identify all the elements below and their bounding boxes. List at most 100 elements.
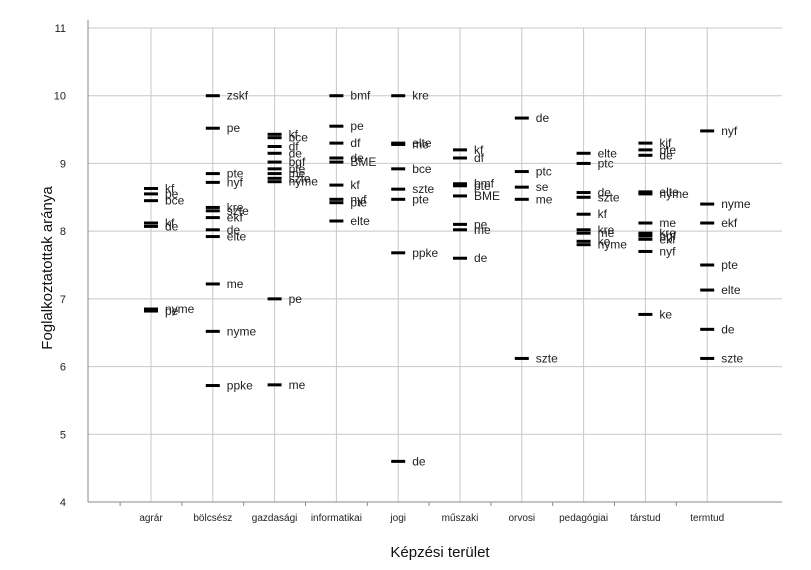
gridlines (88, 27, 782, 502)
data-point-label: kf (165, 181, 175, 195)
data-point-label: pte (412, 192, 429, 206)
data-point-label: zskf (227, 89, 249, 103)
data-point-label: elte (227, 230, 247, 244)
data-point-label: nyf (721, 124, 738, 138)
data-point-label: de (412, 454, 426, 468)
data-point-label: elte (412, 136, 432, 150)
data-point-label: me (536, 192, 553, 206)
axes (87, 20, 782, 506)
data-point-label: ppke (412, 246, 438, 260)
data-point-label: se (536, 180, 549, 194)
y-tick-label: 11 (55, 23, 66, 35)
x-category-label: orvosi (508, 513, 535, 524)
data-point-label: kf (165, 216, 175, 230)
data-point-label: bmf (474, 177, 495, 191)
y-tick-label: 8 (60, 226, 66, 238)
data-point-label: nyme (659, 187, 689, 201)
y-tick-label: 5 (60, 429, 66, 441)
data-point-label: elte (350, 214, 370, 228)
x-category-label: bölcsész (193, 513, 232, 524)
data-points: kfpebcekfdenymepezskfpeptenyfkreszteekfd… (144, 89, 751, 468)
y-tick-label: 10 (54, 91, 66, 103)
data-point-label: szte (721, 351, 743, 365)
data-point-label: de (536, 111, 550, 125)
x-category-label: agrár (139, 513, 163, 524)
data-point-label: szte (598, 190, 620, 204)
data-point-label: pte (659, 143, 676, 157)
data-point-label: elte (721, 283, 741, 297)
x-category-label: jogi (389, 513, 406, 524)
x-category-label: társtud (630, 513, 661, 524)
data-point-label: pe (350, 119, 364, 133)
data-point-label: de (659, 148, 673, 162)
data-point-label: szte (227, 204, 249, 218)
data-point-label: bgf (659, 229, 676, 243)
data-point-label: bce (412, 162, 432, 176)
data-point-label: me (227, 277, 244, 291)
data-point-label: ptc (598, 156, 614, 170)
data-point-label: nyme (598, 238, 628, 252)
data-point-label: ekf (227, 211, 244, 225)
data-point-label: bgf (289, 155, 306, 169)
data-point-label: pe (227, 121, 241, 135)
y-axis-title: Foglalkoztatottak aránya (39, 186, 56, 350)
data-point-label: pe (289, 292, 303, 306)
data-point-label: nyme (227, 324, 257, 338)
x-category-label: termtud (690, 513, 724, 524)
data-point-label: szte (412, 182, 434, 196)
data-point-label: bce (289, 131, 309, 145)
data-point-label: me (289, 378, 306, 392)
data-point-label: bce (165, 194, 185, 208)
data-point-label: kre (598, 223, 615, 237)
data-point-label: me (412, 137, 429, 151)
data-point-label: me (289, 167, 306, 181)
x-category-label: informatikai (311, 513, 362, 524)
x-category-label: műszaki (442, 513, 479, 524)
data-point-label: ptc (536, 165, 552, 179)
data-point-label: df (474, 151, 485, 165)
data-point-label: nyf (659, 244, 676, 258)
y-tick-label: 9 (60, 158, 66, 170)
data-point-label: de (165, 219, 179, 233)
y-tick-label: 6 (60, 362, 66, 374)
data-point-label: me (659, 216, 676, 230)
data-point-label: pte (289, 162, 306, 176)
data-point-label: elte (598, 146, 618, 160)
data-point-label: me (474, 223, 491, 237)
data-point-label: pe (165, 187, 179, 201)
data-point-label: kf (289, 127, 299, 141)
y-tick-label: 4 (60, 497, 66, 509)
data-point-label: kf (474, 143, 484, 157)
data-point-label: df (289, 140, 300, 154)
data-point-label: szte (289, 171, 311, 185)
data-point-label: de (598, 186, 612, 200)
y-tick-label: 7 (60, 294, 66, 306)
x-axis-title: Képzési terület (390, 544, 490, 561)
data-point-label: kjf (659, 136, 672, 150)
data-point-label: nyme (165, 302, 195, 316)
data-point-label: kf (598, 207, 608, 221)
data-point-label: BME (474, 189, 500, 203)
data-point-label: pe (474, 217, 488, 231)
data-point-label: de (289, 146, 303, 160)
data-point-label: pe (165, 304, 179, 318)
data-point-label: ke (598, 234, 611, 248)
data-point-label: pte (721, 258, 738, 272)
data-point-label: de (350, 151, 364, 165)
x-category-label: pedagógiai (559, 513, 608, 524)
data-point-label: szte (536, 351, 558, 365)
y-tick-labels: 4 5 6 7 8 9 10 11 (54, 23, 66, 509)
data-point-label: me (598, 226, 615, 240)
data-point-label: de (721, 322, 735, 336)
data-point-label: elte (659, 185, 679, 199)
x-category-labels: agrár bölcsész gazdasági informatikai jogi mű… (139, 513, 724, 524)
data-point-label: pte (350, 196, 367, 210)
data-point-label: BME (350, 155, 376, 169)
data-point-label: nyf (350, 192, 367, 206)
data-point-label: ppke (227, 379, 253, 393)
